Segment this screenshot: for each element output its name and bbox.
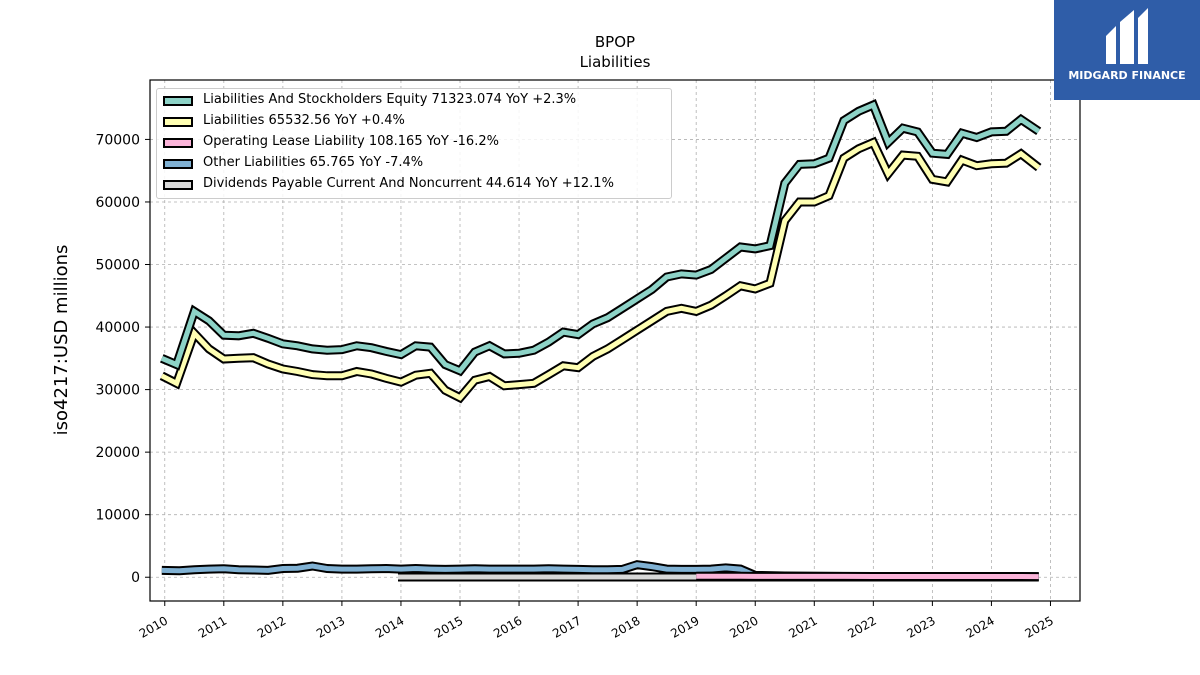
y-tick-label: 30000 (95, 383, 140, 399)
series-line-liabilities-and-stockholders-equity (160, 101, 1041, 374)
x-tick-label: 2013 (314, 613, 347, 640)
x-tick-label: 2016 (491, 613, 524, 640)
y-tick-label: 40000 (95, 320, 140, 336)
legend-label-liabilities: Liabilities 65532.56 YoY +0.4% (203, 113, 405, 128)
x-tick-label: 2019 (668, 613, 701, 640)
legend-swatch-other-liabilities (163, 159, 193, 169)
series-lines (159, 99, 1042, 582)
y-tick-label: 20000 (95, 445, 140, 461)
y-axis-label: iso4217:USD millions (51, 245, 72, 436)
y-tick-label: 10000 (95, 508, 140, 524)
x-tick-label: 2015 (432, 613, 465, 640)
legend-label-other-liabilities: Other Liabilities 65.765 YoY -7.4% (203, 155, 424, 170)
legend-swatch-liabilities (163, 117, 193, 127)
y-axis-ticks: 0 10000 20000 30000 40000 50000 60000 70000 (95, 132, 150, 586)
legend-label-operating-lease: Operating Lease Liability 108.165 YoY -1… (203, 134, 499, 149)
y-tick-label: 50000 (95, 258, 140, 274)
x-tick-label: 2012 (255, 613, 288, 640)
brand-name: MIDGARD FINANCE (1068, 69, 1186, 82)
y-tick-label: 60000 (95, 195, 140, 211)
legend: Liabilities And Stockholders Equity 7132… (156, 88, 672, 199)
x-tick-label: 2025 (1023, 613, 1056, 640)
y-tick-label: 70000 (95, 132, 140, 148)
legend-swatch-dividends (163, 180, 193, 190)
y-tick-label: 0 (131, 570, 140, 586)
x-tick-label: 2011 (196, 613, 229, 640)
x-tick-label: 2022 (845, 613, 878, 640)
brand-logo: MIDGARD FINANCE (1054, 0, 1200, 100)
x-tick-label: 2021 (786, 613, 819, 640)
legend-label-dividends: Dividends Payable Current And Noncurrent… (203, 176, 614, 191)
x-tick-label: 2018 (609, 613, 642, 640)
x-tick-label: 2010 (137, 613, 170, 640)
legend-swatch-operating-lease (163, 138, 193, 148)
chart-subtitle: Liabilities (580, 53, 651, 71)
x-tick-label: 2014 (373, 613, 406, 640)
x-tick-label: 2017 (550, 613, 583, 640)
legend-label-equity: Liabilities And Stockholders Equity 7132… (203, 92, 577, 107)
x-tick-label: 2023 (904, 613, 937, 640)
x-axis-ticks: 2010 2011 2012 2013 2014 2015 2016 2017 2018 2019… (137, 601, 1056, 641)
legend-swatch-equity (163, 96, 193, 106)
x-tick-label: 2024 (963, 613, 996, 640)
chart-title: BPOP (595, 33, 635, 51)
series-line-liabilities (160, 139, 1041, 401)
x-tick-label: 2020 (727, 613, 760, 640)
brand-logo-icon (1106, 8, 1148, 64)
plot-frame (149, 79, 1081, 602)
